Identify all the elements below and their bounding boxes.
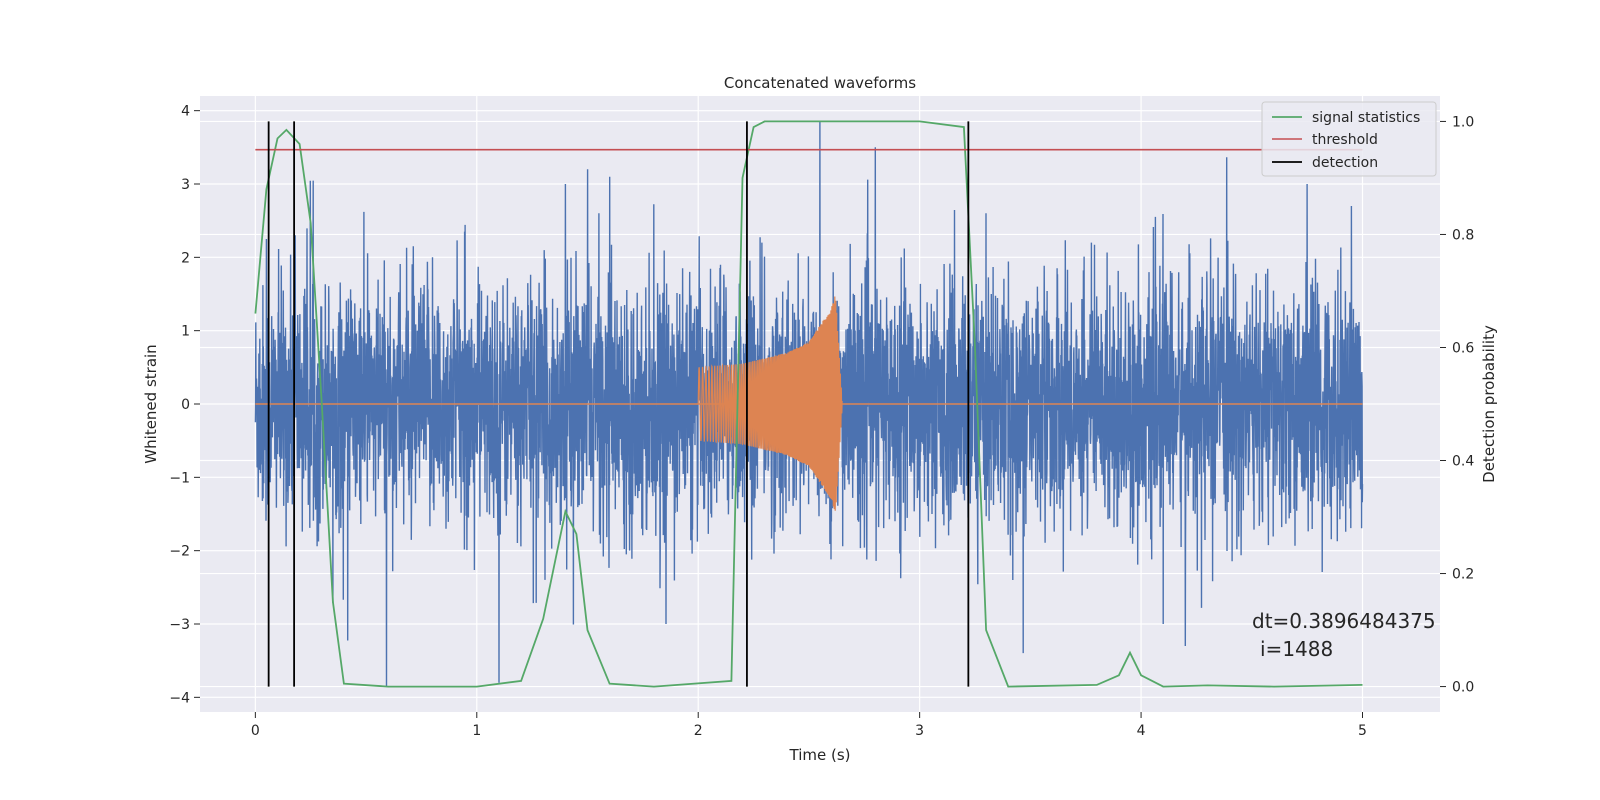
y-tick-label: 3	[181, 177, 190, 193]
annotation-dt: dt=0.3896484375	[1252, 609, 1436, 633]
y2-tick-label: 0.8	[1452, 227, 1474, 243]
legend-label-threshold: threshold	[1312, 132, 1378, 148]
x-tick-label: 3	[915, 723, 924, 739]
x-axis-label: Time (s)	[789, 746, 851, 764]
y-tick-label: 0	[181, 397, 190, 413]
detection-lines	[267, 121, 970, 687]
y-tick-label: −1	[169, 470, 190, 486]
legend-label-detection: detection	[1312, 155, 1378, 171]
y-axis-right: 0.0 0.2 0.4 0.6 0.8 1.0	[1440, 114, 1474, 696]
legend-label-signal-statistics: signal statistics	[1312, 110, 1420, 126]
plot-area	[254, 120, 1364, 688]
x-tick-label: 0	[251, 723, 260, 739]
x-tick-label: 2	[694, 723, 703, 739]
y2-tick-label: 0.0	[1452, 680, 1474, 696]
x-axis: 0 1 2 3 4 5	[251, 712, 1367, 739]
series-injected-chirp	[697, 296, 843, 511]
legend-box	[1261, 101, 1437, 177]
y2-axis-label: Detection probability	[1480, 325, 1498, 483]
y-axis-label: Whitened strain	[142, 344, 160, 463]
x-tick-label: 4	[1137, 723, 1146, 739]
y-tick-label: 4	[181, 104, 190, 120]
series-signal-statistics	[254, 120, 1363, 688]
annotation-i: i=1488	[1260, 637, 1333, 661]
y-tick-label: −2	[169, 544, 190, 560]
y2-tick-label: 0.4	[1452, 454, 1474, 470]
y2-tick-label: 1.0	[1452, 114, 1474, 130]
y-tick-label: −3	[169, 617, 190, 633]
x-tick-label: 5	[1358, 723, 1367, 739]
y2-tick-label: 0.6	[1452, 340, 1474, 356]
y-tick-label: 2	[181, 250, 190, 266]
chart-title: Concatenated waveforms	[724, 74, 916, 92]
x-tick-label: 1	[472, 723, 481, 739]
y-tick-label: 1	[181, 324, 190, 340]
legend: signal statistics threshold detection	[1261, 101, 1437, 177]
y2-tick-label: 0.2	[1452, 567, 1474, 583]
y-axis-left: −4 −3 −2 −1 0 1 2 3 4	[169, 104, 200, 706]
y-tick-label: −4	[169, 690, 190, 706]
